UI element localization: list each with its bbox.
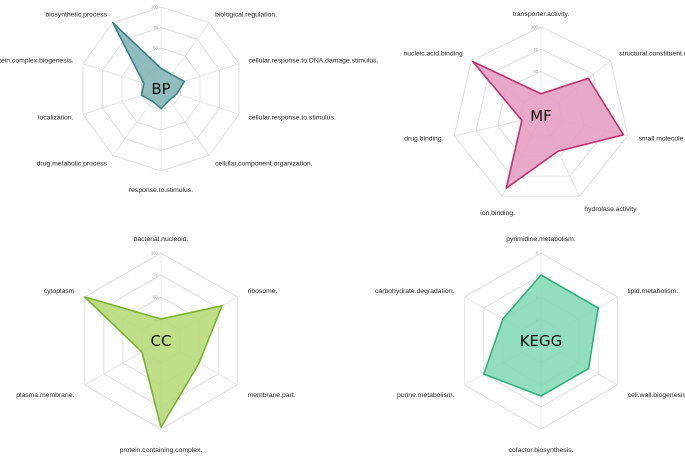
axis-label: cell.wall.biogenesis. [628,392,685,399]
tick-label: 75 [153,273,158,278]
radar-panel-bp: 0255075100defense.response.to.bacterium.… [0,5,379,195]
axis-label: ribonucleoprotein.complex.biogenesis. [0,58,74,65]
tick-label: 8 [536,251,539,256]
tick-label: 75 [533,47,538,52]
axis-label: structural.constituent.of.ribosome. [619,51,685,58]
panel-title-bp: BP [151,80,170,98]
axis-label: cellular.response.to.DNA.damage.stimulus… [248,58,378,65]
radar-panel-kegg: 02468pyrimidine.metabolism.lipid.metabol… [375,236,685,454]
axis-label: cellular.response.to.stimulus. [248,114,335,121]
axis-label: small.molecule.binding. [638,135,685,142]
grid-ring [475,48,607,177]
tick-label: 75 [153,25,158,30]
axis-label: lipid.metabolism. [628,288,679,295]
tick-label: 100 [151,5,159,10]
tick-label: 50 [533,69,538,74]
radar-series-cc [83,296,223,429]
axis-label: cellular.component.organization. [215,160,313,167]
axis-label: nucleic.acid.binding [403,51,463,58]
tick-label: 100 [151,251,159,256]
grid-ring [453,26,629,197]
axis-label: protein.containing.complex. [120,447,203,454]
axis-label: ion.binding. [480,210,515,217]
panel-title-cc: CC [151,332,172,350]
axis-label: bacterial.nucleoid. [134,236,189,243]
axis-label: drug.metabolic.process [37,160,108,167]
axis-label: ribosome. [248,288,278,295]
axis-label: pyrimidine.metabolism. [506,236,576,243]
radar-panel-cc: 0255075100bacterial.nucleoid.ribosome.me… [16,236,295,454]
axis-label: membrane.part. [248,392,296,399]
axis-label: plasma.membrane. [16,392,74,399]
axis-label: drug.binding. [404,135,443,142]
axis-label: purine.metabolism. [397,392,455,399]
axis-label: cofactor.biosynthesis. [509,447,574,454]
radar-series-mf [472,60,625,189]
axis-label: carbohydrate.degradation. [375,288,454,295]
radar-panel-mf: 0255075100transporter.activity.structura… [403,11,685,217]
tick-label: 50 [153,46,158,51]
tick-label: 100 [531,25,539,30]
axis-label: cytoplasm [44,288,75,295]
panel-title-kegg: KEGG [520,332,563,350]
axis-label: hydrolase.activity [584,206,637,213]
radar-series-kegg [483,274,599,397]
panel-title-mf: MF [530,107,552,125]
axis-label: biological.regulation. [215,12,277,19]
axis-label: transporter.activity. [513,11,570,18]
axis-label: response.to.stimulus. [129,187,193,194]
tick-label: 50 [153,295,158,300]
axis-label: localization. [38,114,74,121]
radar-series-bp [112,21,186,110]
tick-label: 6 [536,273,539,278]
axis-label: biosynthetic.process [45,12,107,19]
